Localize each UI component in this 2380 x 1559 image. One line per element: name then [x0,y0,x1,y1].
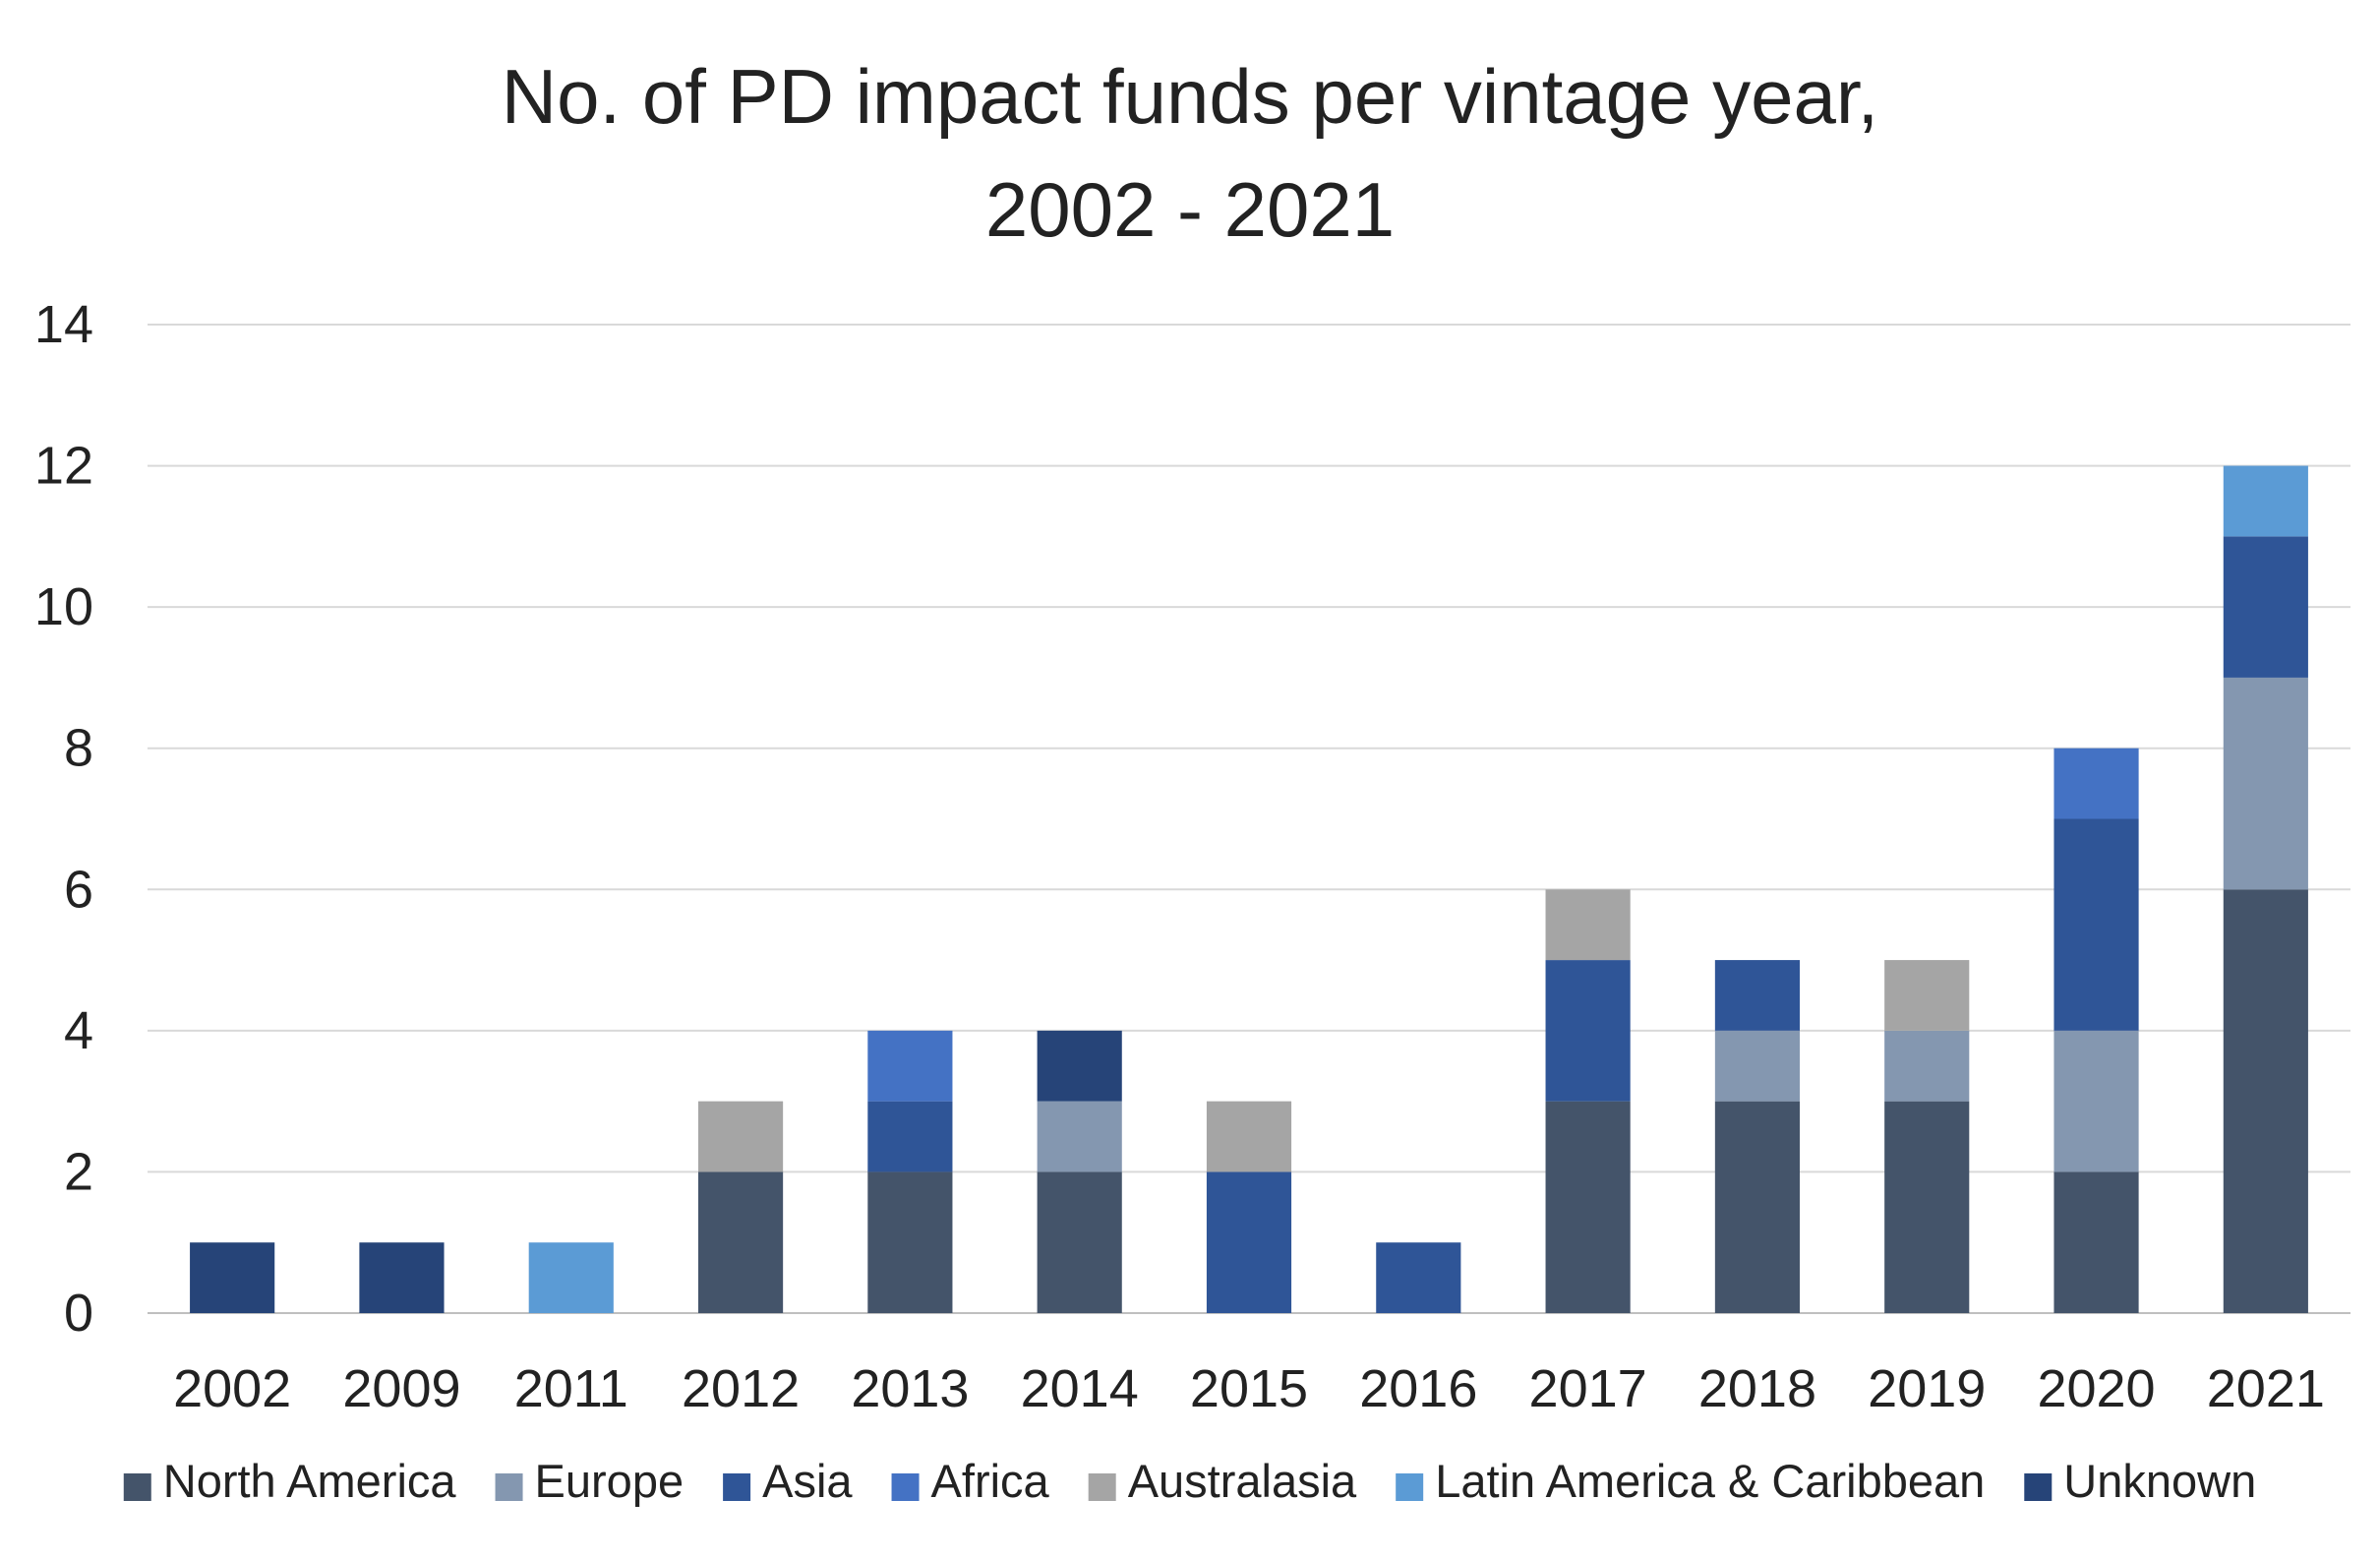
bar-segment [2053,1030,2139,1172]
bar-segment [1037,1101,1122,1172]
bar-segment [359,1242,445,1313]
bar-segment [698,1101,784,1172]
bar-segment [1376,1242,1461,1313]
bar-segment [528,1242,614,1313]
bar-segment [2053,748,2139,819]
y-tick-label: 14 [34,295,93,354]
chart-title: No. of PD impact funds per vintage year,… [502,53,1878,253]
y-tick-label: 0 [64,1284,93,1343]
gridlines [148,324,2350,1314]
y-tick-label: 12 [34,437,93,496]
y-tick-label: 2 [64,1142,93,1201]
x-tick-label: 2014 [1021,1359,1139,1418]
bar-segment [1884,1101,1970,1313]
bar-segment [1206,1171,1292,1313]
legend-swatch [1396,1473,1424,1501]
bar-segment [2223,465,2308,537]
legend-item: Europe [495,1455,684,1507]
chart-title-line-1: No. of PD impact funds per vintage year, [502,53,1878,140]
legend-item: Africa [891,1455,1050,1507]
bar-segment [1714,1030,1800,1102]
bar-segment [698,1171,784,1313]
legend-label: Australasia [1128,1455,1357,1507]
chart-title-line-2: 2002 - 2021 [985,166,1395,253]
bar-segment [1037,1171,1122,1313]
bar-segment [867,1101,953,1172]
x-tick-label: 2015 [1190,1359,1308,1418]
legend-item: Asia [723,1455,853,1507]
legend-label: Africa [931,1455,1050,1507]
x-tick-label: 2013 [851,1359,969,1418]
x-tick-label: 2011 [514,1359,628,1418]
bar-segment [190,1242,275,1313]
legend-swatch [2024,1473,2053,1501]
legend-item: Unknown [2024,1455,2256,1507]
x-tick-label: 2020 [2037,1359,2155,1418]
bar-segment [867,1030,953,1102]
legend-swatch [123,1473,151,1501]
bar-segment [1545,1101,1631,1313]
bar-segment [2223,536,2308,678]
x-tick-label: 2016 [1359,1359,1477,1418]
bar-segment [2053,818,2139,1031]
legend-swatch [495,1473,523,1501]
legend-label: Unknown [2063,1455,2256,1507]
x-tick-label: 2002 [173,1359,291,1418]
bar-segment [2053,1171,2139,1313]
bar-segment [1714,960,1800,1031]
x-tick-label: 2018 [1698,1359,1816,1418]
bar-segment [1884,960,1970,1031]
legend-label: Europe [535,1455,684,1507]
bar-segment [1206,1101,1292,1172]
bar-segment [1714,1101,1800,1313]
x-tick-label: 2012 [682,1359,800,1418]
bar-segment [1545,889,1631,961]
bar-segment [867,1171,953,1313]
legend-swatch [891,1473,920,1501]
x-tick-label: 2019 [1868,1359,1986,1418]
legend-item: Australasia [1088,1455,1357,1507]
bar-segment [1884,1030,1970,1102]
bars [190,465,2308,1313]
y-tick-label: 8 [64,719,93,778]
y-axis: 0 2 4 6 8 10 12 14 [34,295,93,1343]
x-tick-label: 2017 [1529,1359,1647,1418]
y-tick-label: 4 [64,1001,93,1060]
x-axis: 2002 2009 2011 2012 2013 2014 2015 2016 2017 2018… [173,1359,2325,1418]
bar-segment [1037,1030,1122,1102]
bar-segment [2223,889,2308,1313]
legend-label: North America [163,1455,457,1507]
legend-item: Latin America & Caribbean [1396,1455,1985,1507]
legend-swatch [723,1473,751,1501]
legend-label: Asia [762,1455,853,1507]
bar-segment [2223,677,2308,890]
x-tick-label: 2021 [2207,1359,2325,1418]
y-tick-label: 6 [64,860,93,919]
legend: North America Europe Asia Africa Australasia… [123,1455,2256,1507]
legend-swatch [1088,1473,1116,1501]
bar-segment [1545,960,1631,1102]
y-tick-label: 10 [34,577,93,636]
legend-label: Latin America & Caribbean [1435,1455,1985,1507]
x-tick-label: 2009 [342,1359,460,1418]
legend-item: North America [123,1455,457,1507]
